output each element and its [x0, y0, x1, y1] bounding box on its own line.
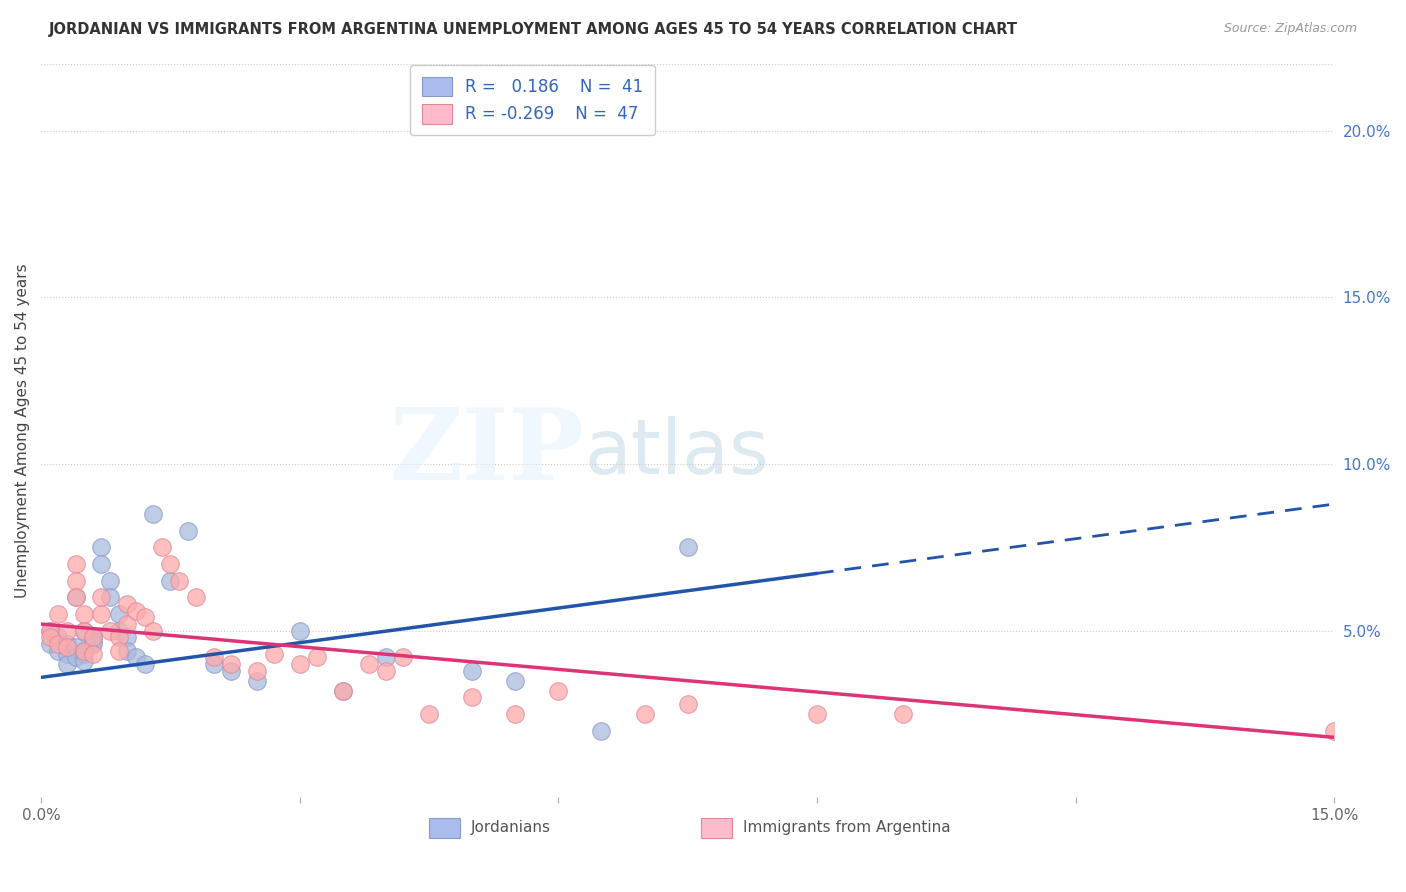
- Point: [98, 624, 121, 638]
- Point: [38, 631, 60, 645]
- Point: [117, 597, 139, 611]
- Point: [167, 574, 190, 588]
- Point: [73, 643, 96, 657]
- Point: [82, 647, 104, 661]
- Point: [142, 507, 165, 521]
- Point: [90, 541, 112, 555]
- Point: [676, 541, 699, 555]
- Point: [186, 591, 208, 605]
- Point: [38, 624, 60, 638]
- Point: [150, 541, 173, 555]
- Point: [65, 650, 87, 665]
- Point: [107, 624, 129, 638]
- Point: [65, 557, 87, 571]
- Point: [48, 631, 70, 645]
- Point: [176, 524, 198, 538]
- Point: [107, 631, 129, 645]
- Point: [219, 657, 242, 671]
- Point: [676, 697, 699, 711]
- Point: [82, 637, 104, 651]
- Y-axis label: Unemployment Among Ages 45 to 54 years: Unemployment Among Ages 45 to 54 years: [15, 263, 30, 598]
- Point: [82, 633, 104, 648]
- Point: [125, 604, 148, 618]
- Point: [142, 624, 165, 638]
- Point: [357, 657, 380, 671]
- Point: [56, 637, 79, 651]
- Point: [90, 557, 112, 571]
- Text: JORDANIAN VS IMMIGRANTS FROM ARGENTINA UNEMPLOYMENT AMONG AGES 45 TO 54 YEARS CO: JORDANIAN VS IMMIGRANTS FROM ARGENTINA U…: [49, 22, 1018, 37]
- Point: [73, 624, 96, 638]
- Point: [65, 640, 87, 655]
- Point: [48, 607, 70, 621]
- Point: [73, 654, 96, 668]
- Point: [219, 664, 242, 678]
- Point: [38, 637, 60, 651]
- Point: [125, 650, 148, 665]
- Legend: R =   0.186    N =  41, R = -0.269    N =  47: R = 0.186 N = 41, R = -0.269 N = 47: [411, 65, 655, 136]
- Point: [202, 657, 225, 671]
- Point: [288, 657, 311, 671]
- Point: [332, 683, 354, 698]
- Text: Immigrants from Argentina: Immigrants from Argentina: [742, 821, 950, 835]
- Text: atlas: atlas: [585, 416, 769, 490]
- Point: [263, 647, 285, 661]
- Point: [288, 624, 311, 638]
- Point: [65, 591, 87, 605]
- Point: [48, 637, 70, 651]
- Point: [73, 624, 96, 638]
- Point: [56, 624, 79, 638]
- Point: [98, 591, 121, 605]
- Point: [159, 557, 181, 571]
- Point: [375, 650, 398, 665]
- Text: Jordanians: Jordanians: [471, 821, 551, 835]
- Point: [591, 723, 613, 738]
- Point: [633, 706, 655, 721]
- Point: [117, 617, 139, 632]
- Point: [90, 591, 112, 605]
- Point: [503, 706, 526, 721]
- Point: [418, 706, 440, 721]
- Point: [65, 574, 87, 588]
- Point: [90, 607, 112, 621]
- Point: [56, 647, 79, 661]
- Point: [98, 574, 121, 588]
- Point: [246, 664, 269, 678]
- Point: [461, 664, 484, 678]
- Text: ZIP: ZIP: [389, 404, 585, 501]
- Point: [56, 640, 79, 655]
- Point: [134, 657, 156, 671]
- Text: Source: ZipAtlas.com: Source: ZipAtlas.com: [1223, 22, 1357, 36]
- Point: [392, 650, 415, 665]
- Point: [73, 607, 96, 621]
- Point: [82, 631, 104, 645]
- Point: [332, 683, 354, 698]
- Point: [107, 607, 129, 621]
- Point: [73, 647, 96, 661]
- Point: [806, 706, 828, 721]
- Point: [202, 650, 225, 665]
- Point: [159, 574, 181, 588]
- Point: [305, 650, 328, 665]
- Point: [82, 631, 104, 645]
- Point: [134, 610, 156, 624]
- Point: [38, 624, 60, 638]
- Point: [461, 690, 484, 705]
- Point: [48, 643, 70, 657]
- Point: [73, 643, 96, 657]
- Point: [375, 664, 398, 678]
- Point: [547, 683, 569, 698]
- Point: [107, 643, 129, 657]
- Point: [503, 673, 526, 688]
- Point: [117, 631, 139, 645]
- Point: [891, 706, 914, 721]
- Point: [117, 643, 139, 657]
- Point: [56, 657, 79, 671]
- Point: [65, 591, 87, 605]
- Point: [1323, 723, 1346, 738]
- Point: [246, 673, 269, 688]
